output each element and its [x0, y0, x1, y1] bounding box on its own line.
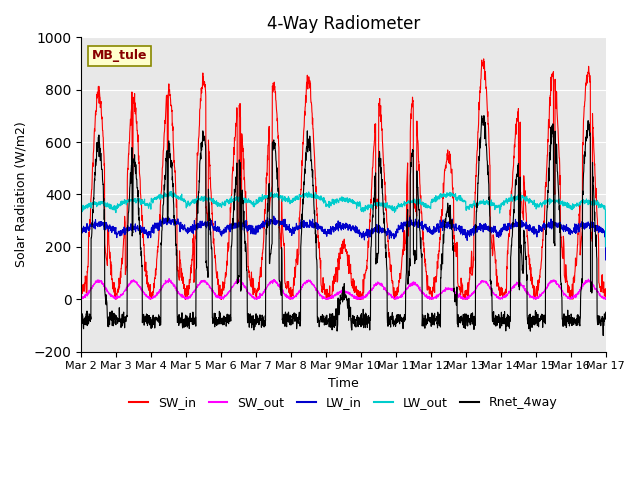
Rnet_4way [602, 310, 609, 315]
SW_out [602, 296, 609, 302]
SW_out [556, 283, 564, 289]
SW_out [496, 296, 504, 302]
SW_in [77, 290, 85, 296]
Line: SW_out: SW_out [81, 278, 605, 299]
Rnet_4way [223, 319, 231, 324]
Line: SW_in: SW_in [81, 59, 605, 299]
SW_out [371, 282, 378, 288]
LW_in [496, 229, 504, 235]
SW_in [570, 273, 578, 279]
SW_out [570, 294, 578, 300]
X-axis label: Time: Time [328, 377, 359, 390]
Y-axis label: Solar Radiation (W/m2): Solar Radiation (W/m2) [15, 121, 28, 267]
Rnet_4way [599, 333, 607, 338]
Rnet_4way [77, 312, 85, 318]
LW_out [496, 210, 504, 216]
LW_out [224, 198, 232, 204]
Rnet_4way [496, 320, 504, 325]
SW_in [480, 56, 488, 62]
LW_in [602, 257, 609, 263]
LW_out [570, 202, 578, 208]
LW_out [168, 189, 175, 194]
Rnet_4way [556, 203, 563, 209]
Line: LW_out: LW_out [81, 192, 605, 247]
Line: Rnet_4way: Rnet_4way [81, 116, 605, 336]
LW_in [223, 222, 231, 228]
LW_in [358, 234, 366, 240]
LW_in [370, 228, 378, 234]
LW_out [556, 198, 563, 204]
Rnet_4way [358, 316, 366, 322]
LW_in [556, 221, 563, 227]
Rnet_4way [570, 315, 578, 321]
SW_out [224, 291, 232, 297]
SW_in [496, 293, 504, 299]
LW_out [77, 208, 85, 214]
SW_in [224, 248, 232, 253]
SW_out [111, 296, 119, 302]
SW_out [359, 294, 367, 300]
SW_in [602, 296, 609, 302]
SW_in [112, 296, 120, 302]
Rnet_4way [370, 195, 378, 201]
SW_in [556, 163, 564, 168]
SW_in [370, 144, 378, 149]
SW_out [77, 295, 85, 301]
SW_in [358, 291, 366, 297]
LW_in [77, 228, 85, 234]
Text: MB_tule: MB_tule [92, 49, 147, 62]
LW_in [270, 213, 278, 219]
Legend: SW_in, SW_out, LW_in, LW_out, Rnet_4way: SW_in, SW_out, LW_in, LW_out, Rnet_4way [124, 391, 563, 414]
LW_out [602, 244, 609, 250]
SW_out [165, 276, 173, 281]
LW_out [358, 207, 366, 213]
Title: 4-Way Radiometer: 4-Way Radiometer [267, 15, 420, 33]
Rnet_4way [478, 113, 486, 119]
Line: LW_in: LW_in [81, 216, 605, 260]
LW_out [370, 202, 378, 208]
LW_in [570, 225, 578, 230]
